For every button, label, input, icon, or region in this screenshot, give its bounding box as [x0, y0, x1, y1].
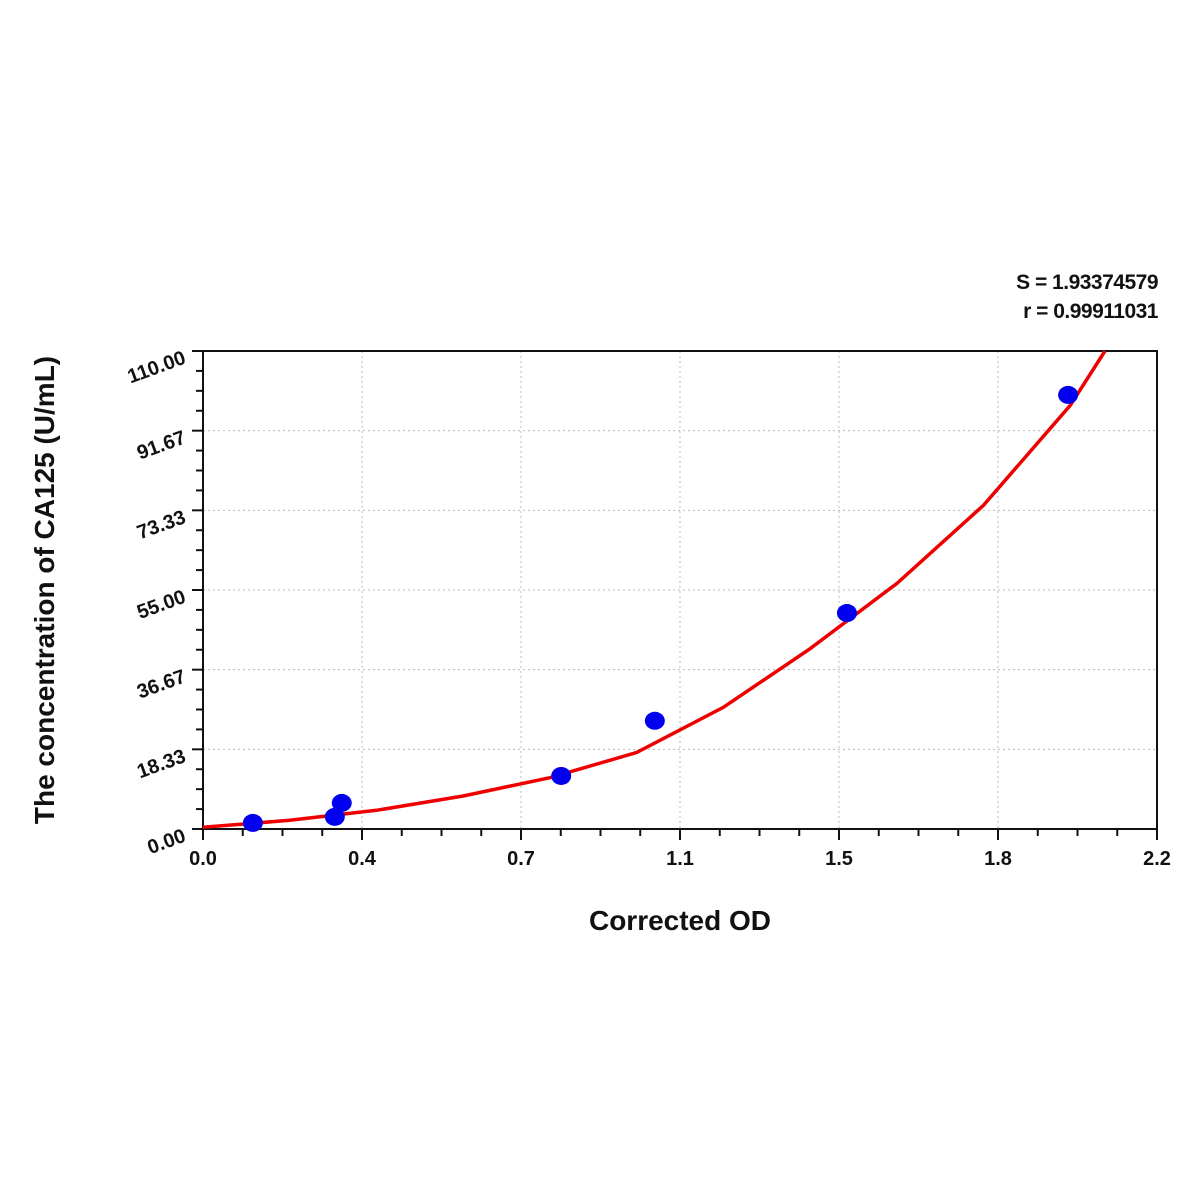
x-tick-label: 1.5 [825, 848, 853, 870]
axis-ticks [192, 350, 1158, 840]
x-tick-labels: 0.0 0.4 0.7 1.1 1.5 1.8 2.2 [189, 848, 1171, 870]
x-tick-label: 0.7 [507, 848, 535, 870]
grid-lines [203, 351, 1157, 829]
y-axis-title: The concentration of CA125 (U/mL) [29, 356, 60, 824]
x-tick-label: 1.1 [666, 848, 694, 870]
x-tick-label: 2.2 [1143, 848, 1171, 870]
y-tick-label: 18.33 [134, 745, 189, 783]
x-axis-title: Corrected OD [589, 905, 771, 936]
data-point [644, 711, 665, 730]
r-value-annotation: r = 0.99911031 [1023, 300, 1159, 323]
y-tick-label: 91.67 [134, 427, 189, 465]
x-tick-label: 0.0 [189, 848, 217, 870]
fitted-curve [202, 350, 1107, 830]
y-tick-label: 36.67 [134, 666, 189, 704]
y-tick-label: 73.33 [134, 506, 189, 544]
data-point [242, 813, 263, 832]
y-tick-labels: 0.00 18.33 36.67 55.00 73.33 91.67 110.00 [125, 347, 189, 859]
data-point [1058, 385, 1079, 404]
x-tick-label: 0.4 [348, 848, 377, 870]
data-point [551, 766, 572, 785]
data-point [836, 604, 857, 623]
y-tick-label: 0.00 [145, 825, 189, 859]
s-value-annotation: S = 1.93374579 [1016, 271, 1158, 294]
y-tick-label: 110.00 [125, 347, 189, 388]
data-point [324, 807, 345, 826]
y-tick-label: 55.00 [134, 586, 189, 624]
x-tick-label: 1.8 [984, 848, 1012, 870]
data-point [331, 793, 352, 812]
data-points [242, 385, 1079, 832]
